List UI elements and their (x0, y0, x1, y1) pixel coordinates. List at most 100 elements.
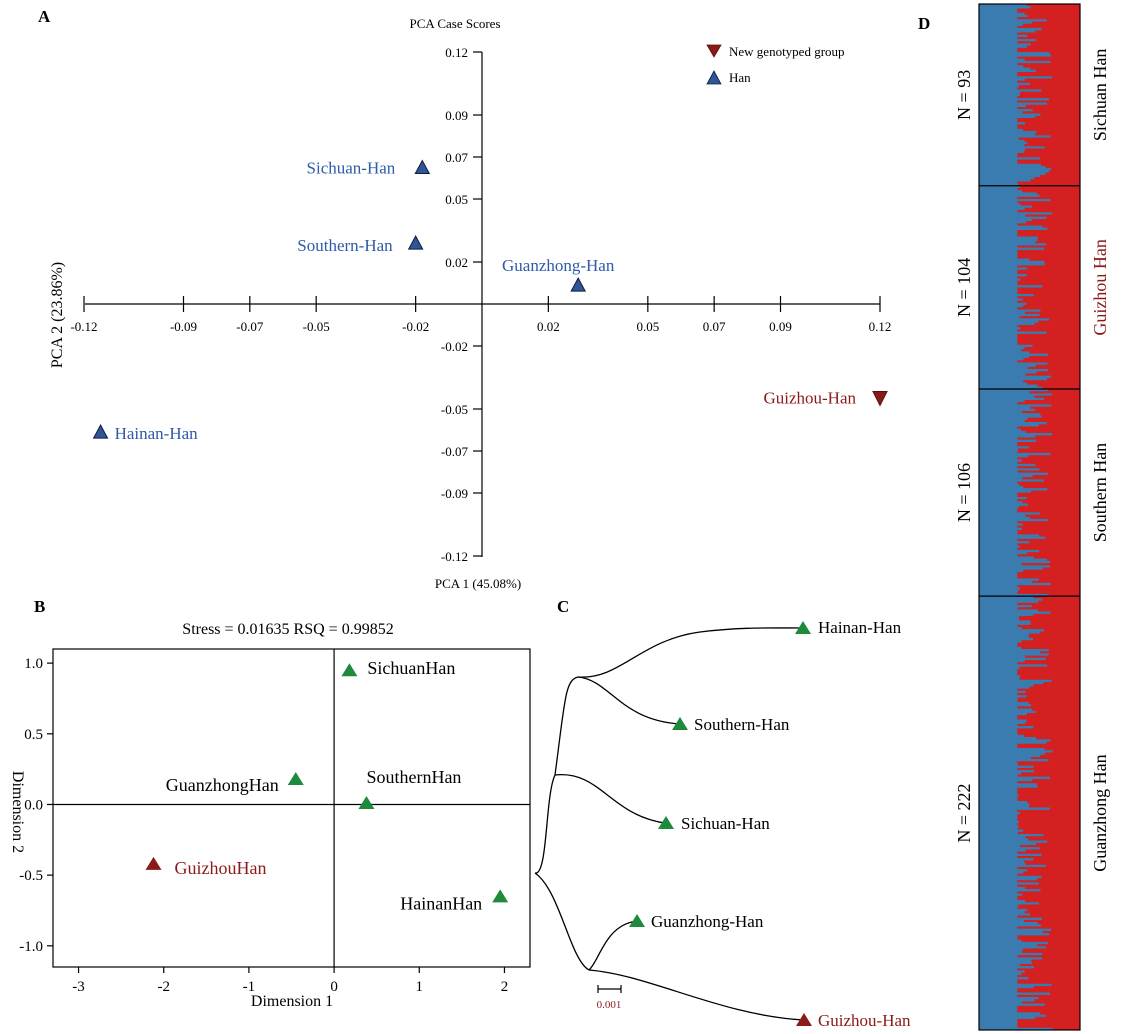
pca-x-tick-label: 0.07 (703, 319, 726, 334)
mds-x-tick-label: 0 (330, 979, 338, 995)
structure-blue-core (979, 4, 1018, 186)
panel-letter-a: A (38, 7, 51, 26)
tree-branch-guanzhong (588, 920, 638, 971)
mds-x-tick-label: 2 (501, 979, 509, 995)
tree-leaf-marker-hainan (795, 621, 811, 634)
pca-title: PCA Case Scores (410, 16, 501, 31)
pca-point (407, 235, 424, 250)
mds-frame (52, 648, 531, 968)
tree-leaf-sichuan: Sichuan-Han (681, 814, 770, 833)
structure-n-label: N = 222 (954, 783, 974, 842)
mds-y-tick-label: -1.0 (19, 939, 43, 955)
mds-x-tick-label: -2 (157, 979, 170, 995)
tree-scale-bar (597, 985, 622, 993)
tree-branch-root-lower (534, 872, 590, 971)
mds-y-tick-label: 0.5 (24, 727, 43, 743)
pca-y-tick-label: 0.07 (445, 150, 468, 165)
mds-point (358, 796, 375, 810)
pca-x-tick-label: -0.12 (70, 319, 97, 334)
pca-point-label: Sichuan-Han (307, 159, 396, 178)
pca-x-tick-label: 0.02 (537, 319, 560, 334)
structure-plot: N = 93 Sichuan Han N = 104 Guizhou Han N = 1… (954, 3, 1110, 1031)
tree-branch-southern (577, 676, 681, 725)
legend-triangle-up-icon (706, 70, 722, 85)
mds-point-label: HainanHan (400, 893, 482, 913)
mds-y-tick-label: 1.0 (24, 656, 43, 672)
structure-blue-core (979, 185, 1018, 389)
tree-leaf-marker-southern (672, 717, 688, 730)
tree-leaf-guizhou: Guizhou-Han (818, 1011, 911, 1030)
structure-n-label: N = 93 (954, 70, 974, 120)
structure-n-label: N = 104 (954, 258, 974, 317)
tree-leaf-guanzhong: Guanzhong-Han (651, 912, 764, 931)
pca-x-tick-label: -0.05 (303, 319, 330, 334)
pca-x-label: PCA 1 (45.08%) (435, 576, 521, 591)
tree-branch-guizhou (588, 969, 804, 1021)
panel-letter-c: C (557, 597, 569, 616)
mds-plot: Stress = 0.01635 RSQ = 0.99852 -3 -2 -1 0 1 2… (9, 621, 531, 1010)
tree-plot: Hainan-Han Southern-Han Sichuan-Han Guan… (534, 618, 911, 1030)
mds-x-label: Dimension 1 (251, 993, 333, 1010)
mds-point (287, 772, 304, 786)
pca-x-tick-label: 0.09 (769, 319, 792, 334)
tree-scale-label: 0.001 (597, 999, 622, 1011)
mds-y-label: Dimension 2 (9, 771, 26, 853)
mds-x-tick-label: -1 (243, 979, 256, 995)
pca-legend: New genotyped group Han (706, 44, 845, 85)
mds-point (145, 856, 162, 870)
structure-frame (978, 3, 1081, 1031)
pca-point-label: Guizhou-Han (763, 389, 856, 408)
pca-y-label: PCA 2 (23.86%) (49, 262, 66, 368)
structure-blue-core (979, 596, 1018, 1030)
pca-y-tick-label: 0.12 (445, 45, 468, 60)
pca-y-tick-label: -0.05 (441, 402, 468, 417)
pca-y-tick-label: -0.09 (441, 486, 468, 501)
mds-point-label: SouthernHan (366, 767, 461, 787)
tree-leaf-marker-sichuan (658, 816, 674, 829)
tree-leaf-southern: Southern-Han (694, 715, 790, 734)
mds-point (492, 889, 509, 903)
pca-x-tick-label: -0.09 (170, 319, 197, 334)
structure-blue-core (979, 388, 1018, 597)
pca-x-tick-label: -0.07 (236, 319, 264, 334)
pca-point (570, 277, 587, 292)
mds-x-tick-label: -3 (72, 979, 85, 995)
legend-han: Han (729, 70, 751, 85)
pca-x-tick-label: 0.05 (636, 319, 659, 334)
pca-point-label: Southern-Han (297, 236, 393, 255)
pca-y-tick-label: 0.05 (445, 192, 468, 207)
pca-point-label: Guanzhong-Han (502, 256, 615, 275)
mds-y-tick-label: -0.5 (19, 868, 43, 884)
pca-point-label: Hainan-Han (115, 424, 199, 443)
structure-group-label: Sichuan Han (1090, 49, 1110, 141)
pca-y-tick-label: 0.09 (445, 108, 468, 123)
mds-point-label: GuizhouHan (175, 858, 267, 878)
pca-y-tick-label: -0.07 (441, 444, 469, 459)
structure-n-label: N = 106 (954, 463, 974, 522)
panel-letter-b: B (34, 597, 45, 616)
structure-group-label: Southern Han (1090, 443, 1110, 542)
mds-point-label: GuanzhongHan (166, 775, 279, 795)
mds-y-tick-label: 0.0 (24, 797, 43, 813)
pca-x-tick-label: -0.02 (402, 319, 429, 334)
tree-leaf-marker-guizhou (796, 1013, 812, 1026)
pca-y-tick-label: 0.02 (445, 255, 468, 270)
pca-point (92, 424, 109, 439)
tree-branch-clade1 (554, 676, 579, 776)
pca-point (872, 391, 888, 407)
pca-y-tick-label: -0.02 (441, 339, 468, 354)
panel-letter-d: D (918, 14, 930, 33)
tree-branch-sichuan (554, 774, 666, 824)
tree-branch-hainan (577, 627, 804, 678)
mds-title: Stress = 0.01635 RSQ = 0.99852 (182, 621, 393, 638)
structure-group-label: Guizhou Han (1090, 239, 1110, 335)
pca-plot: PCA Case Scores PCA 1 (45.08%) PCA 2 (23… (49, 16, 891, 591)
pca-y-tick-label: -0.12 (441, 549, 468, 564)
legend-triangle-down-icon (706, 44, 722, 58)
mds-x-tick-label: 1 (416, 979, 424, 995)
pca-x-tick-label: 0.12 (869, 319, 892, 334)
legend-new-genotyped: New genotyped group (729, 44, 845, 59)
tree-branch-root-upper (534, 774, 556, 874)
mds-point-label: SichuanHan (367, 658, 455, 678)
